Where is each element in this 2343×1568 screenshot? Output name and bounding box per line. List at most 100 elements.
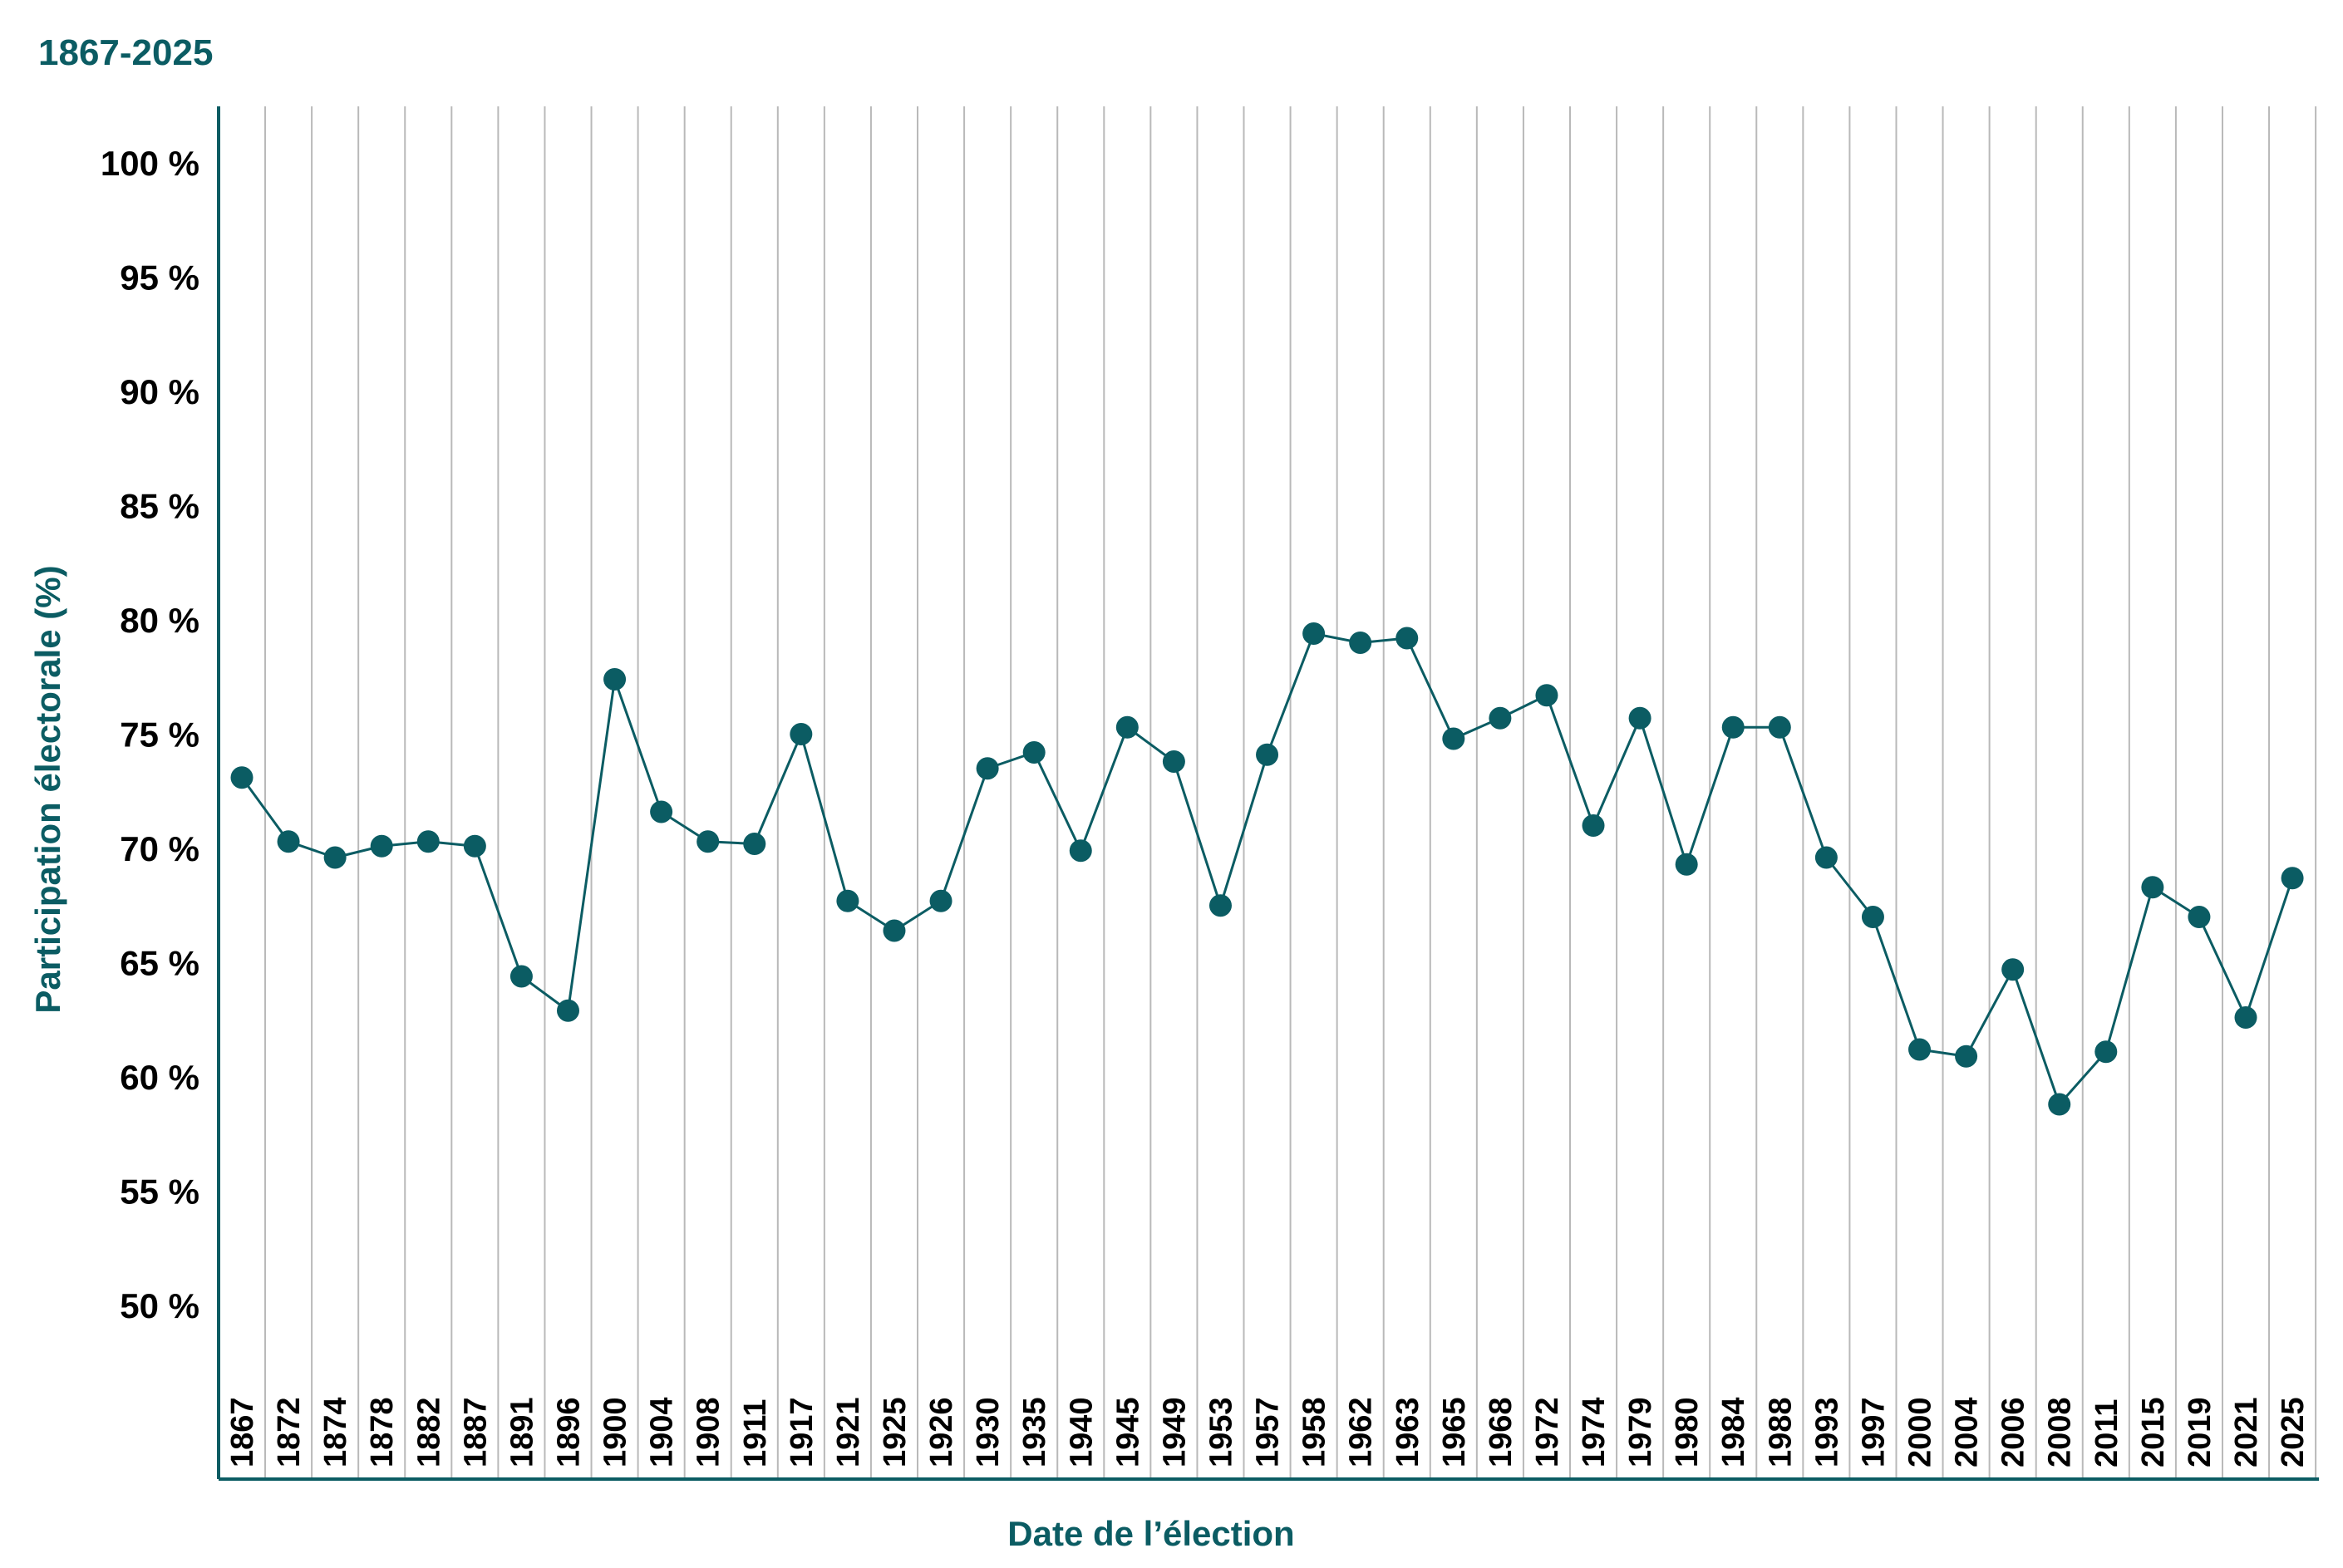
x-tick-label: 1917 [785, 1397, 820, 1467]
x-tick-label: 1935 [1017, 1397, 1052, 1467]
y-tick-label: 90 % [120, 372, 199, 411]
data-point [1115, 715, 1139, 739]
data-point [230, 766, 253, 789]
x-tick-label: 1972 [1530, 1397, 1565, 1467]
data-point [2188, 906, 2211, 928]
x-tick-label: 2008 [2043, 1397, 2078, 1467]
x-axis-title: Date de l’élection [1007, 1514, 1294, 1553]
x-tick-label: 2006 [1996, 1397, 2031, 1467]
x-tick-label: 1882 [411, 1397, 446, 1467]
x-tick-label: 1980 [1670, 1397, 1705, 1467]
x-tick-label: 1896 [551, 1397, 586, 1467]
data-point [463, 834, 486, 858]
data-point [603, 668, 627, 691]
x-axis-tick-labels: 1867 1872 1874 1878 1882 1887 1891 1896 1900 1904… [225, 1397, 2311, 1467]
data-point [1768, 715, 1791, 739]
y-tick-label: 80 % [120, 601, 199, 640]
data-point [1582, 814, 1605, 837]
x-tick-label: 1993 [1809, 1397, 1844, 1467]
x-tick-label: 2004 [1950, 1397, 1985, 1467]
data-point [1022, 741, 1046, 764]
chart-subtitle: 1867-2025 [38, 32, 213, 73]
data-point [1256, 743, 1279, 766]
y-tick-label: 100 % [101, 144, 199, 183]
x-tick-label: 2021 [2229, 1397, 2264, 1467]
x-tick-label: 1945 [1110, 1397, 1145, 1467]
x-tick-label: 2025 [2276, 1397, 2311, 1467]
x-tick-label: 2011 [2090, 1399, 2124, 1467]
x-tick-label: 1965 [1437, 1397, 1472, 1467]
x-tick-label: 1930 [971, 1397, 1006, 1467]
data-point [2281, 867, 2304, 890]
x-tick-label: 1874 [318, 1397, 353, 1467]
y-tick-label: 65 % [120, 944, 199, 983]
x-tick-label: 1900 [598, 1397, 633, 1467]
vertical-gridlines [264, 106, 2317, 1479]
data-point [1162, 750, 1185, 773]
data-point [1861, 906, 1884, 928]
data-point [1069, 839, 1092, 863]
data-point [370, 834, 393, 858]
data-point [1208, 894, 1232, 917]
data-point [790, 723, 813, 745]
y-tick-label: 50 % [120, 1286, 199, 1325]
x-tick-label: 1979 [1623, 1397, 1658, 1467]
series-line [240, 632, 2294, 1106]
x-tick-label: 1891 [505, 1397, 539, 1467]
x-tick-label: 2000 [1903, 1397, 1938, 1467]
y-tick-label: 75 % [120, 715, 199, 755]
y-tick-label: 95 % [120, 258, 199, 297]
data-point [509, 965, 533, 988]
x-tick-label: 1925 [878, 1397, 913, 1467]
x-tick-label: 2019 [2183, 1397, 2217, 1467]
x-tick-label: 1949 [1157, 1397, 1192, 1467]
x-tick-label: 1984 [1716, 1397, 1751, 1467]
data-point [1302, 622, 1326, 645]
x-tick-label: 1953 [1203, 1397, 1238, 1467]
x-tick-label: 1968 [1484, 1397, 1519, 1467]
data-point [2141, 876, 2164, 899]
y-tick-label: 70 % [120, 829, 199, 868]
data-point [1814, 846, 1838, 869]
data-point [416, 830, 440, 853]
data-point [1721, 715, 1745, 739]
x-tick-label: 2015 [2136, 1397, 2171, 1467]
data-point [1535, 684, 1558, 707]
data-point [556, 999, 579, 1022]
x-tick-label: 1872 [272, 1397, 307, 1467]
y-tick-label: 85 % [120, 487, 199, 526]
turnout-series [230, 622, 2304, 1116]
x-tick-label: 1926 [924, 1397, 959, 1467]
data-point [976, 757, 999, 780]
data-point [697, 830, 720, 853]
data-point [883, 919, 906, 942]
data-point [2094, 1040, 2118, 1064]
x-tick-label: 1988 [1763, 1397, 1798, 1467]
data-point [323, 846, 347, 869]
y-tick-label: 60 % [120, 1058, 199, 1097]
x-tick-label: 1887 [458, 1397, 493, 1467]
data-point [1628, 706, 1651, 730]
data-point [1442, 727, 1465, 750]
data-point [277, 830, 300, 853]
x-tick-label: 1911 [738, 1399, 773, 1467]
x-tick-label: 1904 [645, 1397, 680, 1467]
data-point [2234, 1006, 2257, 1029]
data-point [2001, 958, 2025, 981]
x-tick-label: 1878 [365, 1397, 400, 1467]
data-point [650, 800, 673, 823]
data-point [1349, 632, 1372, 654]
x-tick-label: 1963 [1391, 1397, 1425, 1467]
y-axis-title: Participation électorale (%) [28, 565, 67, 1013]
y-axis-tick-labels: 100 % 95 % 90 % 85 % 80 % 75 % 70 % 65 % 60 % 55 … [101, 144, 199, 1325]
data-point [929, 889, 952, 912]
data-point [1489, 706, 1512, 730]
data-point [1395, 627, 1419, 650]
x-tick-label: 1867 [225, 1397, 260, 1467]
data-point [2048, 1093, 2071, 1116]
x-tick-label: 1997 [1856, 1397, 1891, 1467]
data-point [1675, 853, 1698, 876]
data-point [836, 889, 859, 912]
data-point [743, 833, 766, 855]
data-point [1908, 1038, 1932, 1061]
